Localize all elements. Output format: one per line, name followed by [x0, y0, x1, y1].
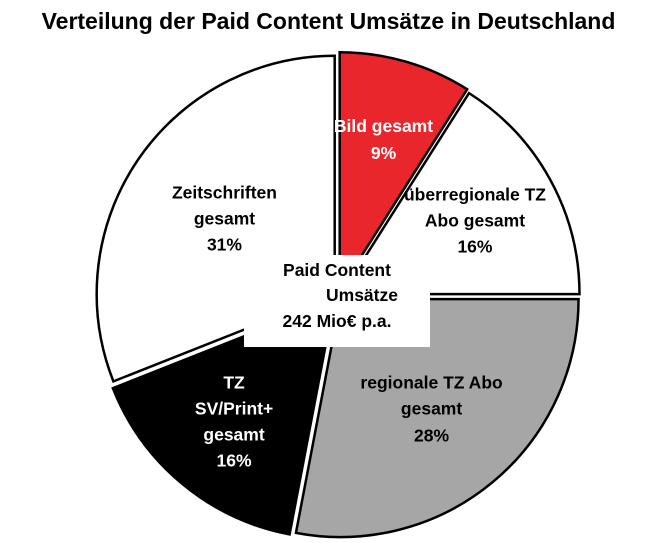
slice-label-2-line-2: 28%: [414, 425, 450, 446]
center-label-line-1: Paid Content: [283, 260, 391, 280]
pie-slice-2: [294, 297, 580, 539]
slice-label-4-line-0: Zeitschriften: [171, 182, 277, 203]
slice-label-1-line-1: Abo gesamt: [424, 210, 526, 231]
slice-label-1: überregionale TZ Abo gesamt 16%: [404, 181, 546, 260]
chart-title: Verteilung der Paid Content Umsätze in D…: [41, 8, 616, 34]
slice-label-1-line-2: 16%: [457, 236, 493, 257]
pie-slice-1: [339, 91, 581, 296]
center-label-line-2: Umsätze: [326, 285, 398, 306]
slice-label-2-line-0: regionale TZ Abo: [360, 372, 503, 393]
pie-slice-3: [111, 298, 336, 536]
slice-label-2: regionale TZ Abo gesamt 28%: [360, 370, 502, 449]
slice-label-2-line-1: gesamt: [400, 398, 463, 419]
center-label-line-3: 242 Mio€ p.a.: [282, 310, 392, 331]
slice-label-0-line-0: Bild gesamt: [333, 116, 434, 137]
slice-label-3-line-2: gesamt: [203, 424, 265, 445]
slice-label-3-line-1: SV/Print+: [194, 398, 274, 419]
slice-label-3: TZ SV/Print+ gesamt 16%: [195, 369, 273, 474]
slice-label-0-line-1: 9%: [370, 142, 397, 163]
slice-label-4-line-1: gesamt: [193, 208, 256, 229]
slice-label-3-line-3: 16%: [216, 450, 252, 471]
slice-label-3-line-0: TZ: [223, 372, 245, 393]
slice-label-4-line-2: 31%: [206, 234, 242, 255]
slice-label-4: Zeitschriften gesamt 31%: [172, 179, 277, 258]
slice-label-1-line-0: überregionale TZ: [403, 184, 546, 205]
center-label: Paid Content Umsätze 242 Mio€ p.a.: [244, 255, 430, 347]
pie-slice-0: [338, 50, 469, 295]
slice-label-0: Bild gesamt 9%: [334, 113, 433, 166]
